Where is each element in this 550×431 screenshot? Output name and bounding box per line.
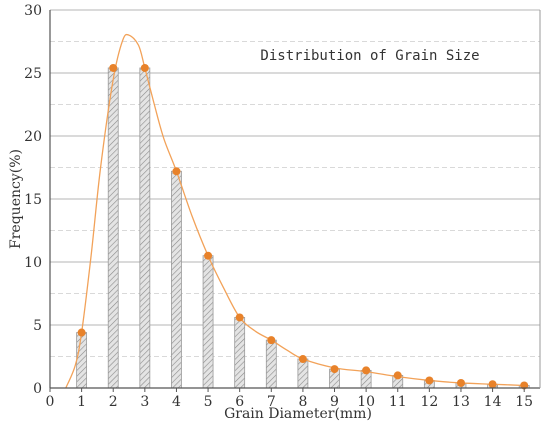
x-tick-label: 11 (389, 394, 407, 410)
chart-title: Distribution of Grain Size (260, 48, 479, 64)
bar (265, 339, 277, 389)
data-points (77, 63, 529, 390)
data-point (425, 376, 434, 385)
x-tick-label: 15 (515, 394, 533, 410)
data-point (172, 167, 181, 176)
y-tick-label: 0 (33, 381, 42, 397)
x-tick-label: 1 (77, 394, 86, 410)
bar (234, 317, 246, 389)
x-tick-label: 5 (204, 394, 213, 410)
data-point (109, 63, 118, 72)
data-point (235, 313, 244, 322)
data-point (140, 63, 149, 72)
y-axis-title: Frequency(%) (8, 149, 24, 249)
data-point (393, 371, 402, 380)
axes (49, 10, 541, 389)
x-tick-label: 14 (484, 394, 502, 410)
bar (202, 255, 214, 389)
x-tick-label: 12 (420, 394, 438, 410)
y-tick-label: 15 (24, 192, 42, 208)
y-tick-label: 10 (24, 255, 42, 271)
x-tick-label: 4 (172, 394, 181, 410)
x-tick-label: 6 (235, 394, 244, 410)
data-point (362, 366, 371, 375)
x-tick-label: 10 (357, 394, 375, 410)
data-point (330, 365, 339, 374)
x-tick-label: 7 (267, 394, 276, 410)
x-tick-label: 3 (140, 394, 149, 410)
data-point (456, 378, 465, 387)
x-tick-label: 13 (452, 394, 470, 410)
x-tick-label: 0 (46, 394, 55, 410)
y-tick-label: 30 (24, 3, 42, 19)
y-tick-label: 20 (24, 129, 42, 145)
y-tick-label: 25 (24, 66, 42, 82)
data-point (77, 328, 86, 337)
x-tick-label: 2 (109, 394, 118, 410)
x-tick-labels: 0 1 2 3 4 5 6 7 8 9 10 11 12 13 14 15 (46, 388, 533, 410)
bar (139, 67, 151, 389)
y-tick-labels: 0 5 10 15 20 25 30 (24, 3, 42, 397)
data-point (204, 251, 213, 260)
bar (171, 170, 182, 389)
bar (76, 332, 88, 389)
data-point (488, 380, 497, 389)
data-point (267, 336, 276, 345)
bar (107, 67, 119, 389)
x-tick-label: 8 (298, 394, 307, 410)
x-axis-title: Grain Diameter(mm) (224, 406, 372, 422)
bar (297, 358, 309, 389)
grid (50, 9, 540, 357)
x-tick-label: 9 (330, 394, 339, 410)
fitted-curve (65, 33, 525, 389)
data-point (298, 355, 307, 364)
y-tick-label: 5 (33, 318, 42, 334)
